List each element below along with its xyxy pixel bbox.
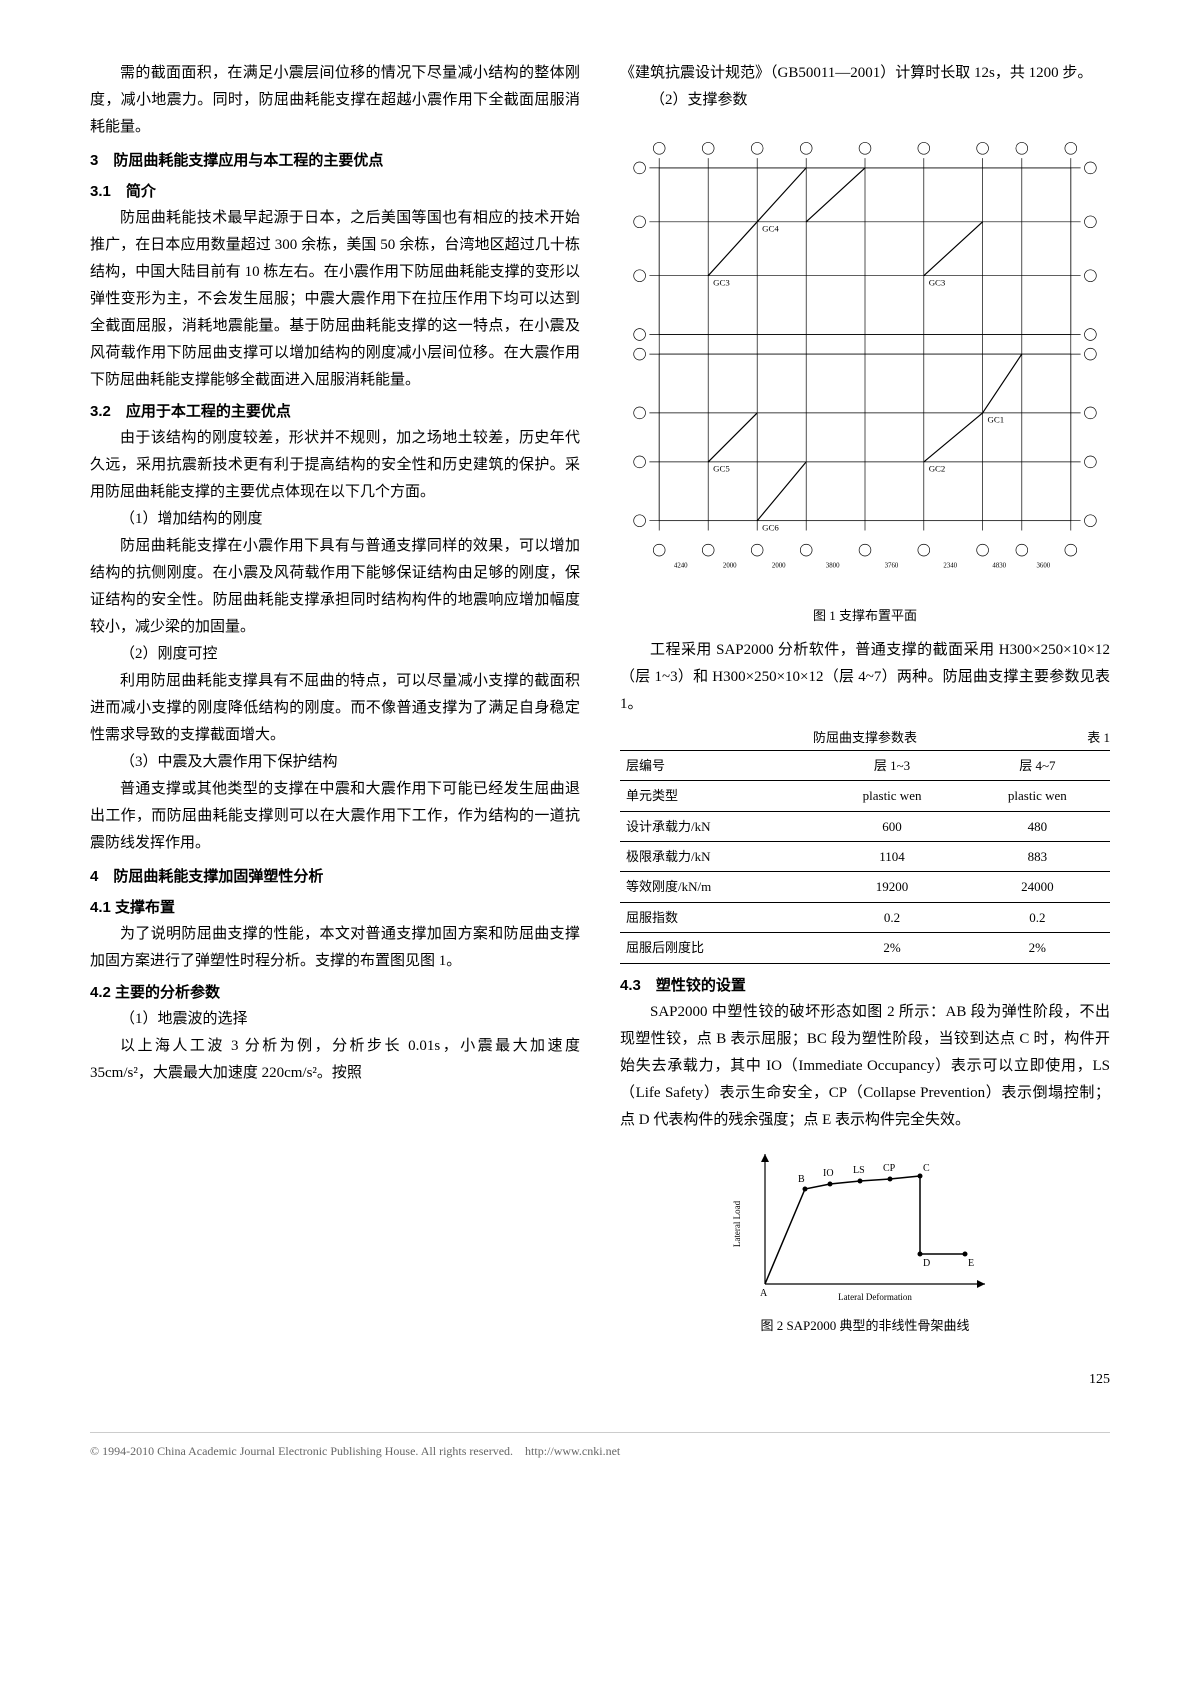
item-4-2-2-head: （2）支撑参数 — [620, 87, 1110, 114]
svg-text:LS: LS — [853, 1165, 865, 1176]
item-3-2-2-head: （2）刚度可控 — [90, 641, 580, 668]
section-4-3-para: SAP2000 中塑性铰的破坏形态如图 2 所示：AB 段为弹性阶段，不出现塑性… — [620, 999, 1110, 1134]
table-cell: 等效刚度/kN/m — [620, 872, 819, 902]
th-1: 层 1~3 — [819, 750, 964, 780]
table-cell: 极限承载力/kN — [620, 841, 819, 871]
item-3-2-3-para: 普通支撑或其他类型的支撑在中震和大震作用下可能已经发生屈曲退出工作，而防屈曲耗能… — [90, 776, 580, 857]
table-1-label: 表 1 — [1087, 726, 1110, 749]
section-3-2-head: 3.2 应用于本工程的主要优点 — [90, 398, 580, 425]
svg-text:D: D — [923, 1258, 930, 1269]
section-3-head: 3 防屈曲耗能支撑应用与本工程的主要优点 — [90, 147, 580, 174]
item-4-2-1-para: 以上海人工波 3 分析为例，分析步长 0.01s，小震最大加速度 35cm/s²… — [90, 1033, 580, 1087]
table-cell: 0.2 — [965, 902, 1110, 932]
svg-text:2340: 2340 — [943, 563, 957, 570]
item-3-2-1-head: （1）增加结构的刚度 — [90, 506, 580, 533]
intro-continuation: 需的截面面积，在满足小震层间位移的情况下尽量减小结构的整体刚度，减小地震力。同时… — [90, 60, 580, 141]
item-3-2-1-para: 防屈曲耗能支撑在小震作用下具有与普通支撑同样的效果，可以增加结构的抗侧刚度。在小… — [90, 533, 580, 641]
svg-text:3800: 3800 — [826, 563, 840, 570]
section-4-head: 4 防屈曲耗能支撑加固弹塑性分析 — [90, 863, 580, 890]
svg-text:4830: 4830 — [992, 563, 1006, 570]
table-cell: 屈服指数 — [620, 902, 819, 932]
figure-2-caption: 图 2 SAP2000 典型的非线性骨架曲线 — [620, 1314, 1110, 1337]
svg-text:4240: 4240 — [674, 563, 688, 570]
svg-text:GC1: GC1 — [988, 415, 1005, 425]
table-1: 层编号 层 1~3 层 4~7 单元类型plastic wenplastic w… — [620, 750, 1110, 964]
left-column: 需的截面面积，在满足小震层间位移的情况下尽量减小结构的整体刚度，减小地震力。同时… — [90, 60, 580, 1347]
svg-text:3760: 3760 — [885, 563, 899, 570]
section-4-2-head: 4.2 主要的分析参数 — [90, 979, 580, 1006]
item-4-2-1-head: （1）地震波的选择 — [90, 1006, 580, 1033]
svg-text:E: E — [968, 1258, 974, 1269]
section-3-1-para: 防屈曲耗能技术最早起源于日本，之后美国等国也有相应的技术开始推广，在日本应用数量… — [90, 205, 580, 394]
footer-text: © 1994-2010 China Academic Journal Elect… — [90, 1432, 1110, 1463]
section-4-3-head: 4.3 塑性铰的设置 — [620, 972, 1110, 999]
item-3-2-2-para: 利用防屈曲耗能支撑具有不屈曲的特点，可以尽量减小支撑的截面积进而减小支撑的刚度降… — [90, 668, 580, 749]
table-cell: plastic wen — [819, 781, 964, 811]
section-4-1-para: 为了说明防屈曲支撑的性能，本文对普通支撑加固方案和防屈曲支撑加固方案进行了弹塑性… — [90, 921, 580, 975]
table-row: 设计承载力/kN600480 — [620, 811, 1110, 841]
right-column: 《建筑抗震设计规范》（GB50011—2001）计算时长取 12s，共 1200… — [620, 60, 1110, 1347]
table-1-title-text: 防屈曲支撑参数表 — [813, 730, 917, 745]
two-column-layout: 需的截面面积，在满足小震层间位移的情况下尽量减小结构的整体刚度，减小地震力。同时… — [90, 60, 1110, 1347]
table-1-title: 防屈曲支撑参数表 表 1 — [620, 726, 1110, 749]
table-header-row: 层编号 层 1~3 层 4~7 — [620, 750, 1110, 780]
svg-text:GC3: GC3 — [929, 278, 946, 288]
svg-text:GC3: GC3 — [713, 278, 730, 288]
svg-text:GC6: GC6 — [762, 523, 779, 533]
svg-text:IO: IO — [823, 1168, 834, 1179]
table-row: 屈服后刚度比2%2% — [620, 933, 1110, 963]
table-row: 等效刚度/kN/m1920024000 — [620, 872, 1110, 902]
table-row: 屈服指数0.20.2 — [620, 902, 1110, 932]
table-cell: 设计承载力/kN — [620, 811, 819, 841]
fig2-ylabel: Lateral Load — [732, 1200, 742, 1247]
section-3-2-intro: 由于该结构的刚度较差，形状并不规则，加之场地土较差，历史年代久远，采用抗震新技术… — [90, 425, 580, 506]
svg-text:B: B — [798, 1174, 805, 1185]
th-0: 层编号 — [620, 750, 819, 780]
section-3-1-head: 3.1 简介 — [90, 178, 580, 205]
svg-text:C: C — [923, 1163, 930, 1174]
table-cell: 1104 — [819, 841, 964, 871]
svg-text:GC5: GC5 — [713, 464, 730, 474]
svg-text:2000: 2000 — [772, 563, 786, 570]
section-4-1-head: 4.1 支撑布置 — [90, 894, 580, 921]
table-cell: 2% — [965, 933, 1110, 963]
right-continuation: 《建筑抗震设计规范》（GB50011—2001）计算时长取 12s，共 1200… — [620, 60, 1110, 87]
table-cell: 单元类型 — [620, 781, 819, 811]
page-number: 125 — [90, 1367, 1110, 1392]
svg-text:GC4: GC4 — [762, 224, 779, 234]
table-cell: 屈服后刚度比 — [620, 933, 819, 963]
fig2-xlabel: Lateral Deformation — [838, 1292, 912, 1302]
table-cell: 480 — [965, 811, 1110, 841]
table-cell: plastic wen — [965, 781, 1110, 811]
th-2: 层 4~7 — [965, 750, 1110, 780]
svg-text:CP: CP — [883, 1163, 896, 1174]
table-cell: 883 — [965, 841, 1110, 871]
svg-text:2000: 2000 — [723, 563, 737, 570]
figure-1-caption: 图 1 支撑布置平面 — [620, 604, 1110, 627]
hinge-chart-svg: A B IO LS CP C D E Lateral Deformation L… — [725, 1144, 1005, 1304]
svg-text:GC2: GC2 — [929, 464, 946, 474]
figure-1: GC4 GC3 GC3 GC5 GC6 GC2 GC1 4240 2000 2000… — [620, 124, 1110, 627]
table-row: 极限承载力/kN1104883 — [620, 841, 1110, 871]
table-cell: 24000 — [965, 872, 1110, 902]
table-cell: 0.2 — [819, 902, 964, 932]
floorplan-svg: GC4 GC3 GC3 GC5 GC6 GC2 GC1 4240 2000 2000… — [620, 124, 1110, 594]
table-row: 单元类型plastic wenplastic wen — [620, 781, 1110, 811]
para-after-fig1: 工程采用 SAP2000 分析软件，普通支撑的截面采用 H300×250×10×… — [620, 637, 1110, 718]
table-cell: 2% — [819, 933, 964, 963]
item-3-2-3-head: （3）中震及大震作用下保护结构 — [90, 749, 580, 776]
figure-2: A B IO LS CP C D E Lateral Deformation L… — [620, 1144, 1110, 1337]
table-cell: 19200 — [819, 872, 964, 902]
svg-text:3600: 3600 — [1037, 563, 1051, 570]
svg-text:A: A — [760, 1288, 768, 1299]
table-cell: 600 — [819, 811, 964, 841]
